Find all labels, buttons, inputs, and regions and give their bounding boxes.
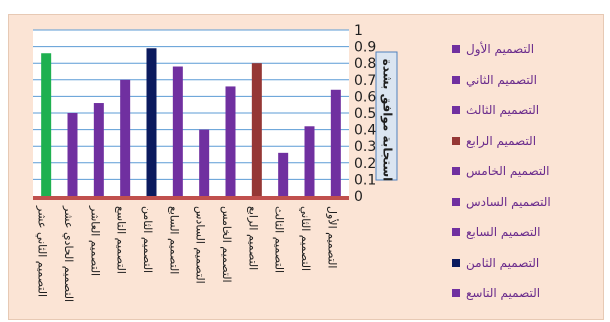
- x-tick-label: التصميم الثالث: [273, 206, 286, 273]
- x-tick-label: التصميم الثاني عشر: [36, 205, 49, 297]
- legend-label: التصميم الخامس: [466, 164, 550, 178]
- bar: [225, 86, 236, 196]
- bar: [41, 53, 52, 196]
- legend-swatch: [452, 75, 460, 84]
- y-tick-label: 0.2: [354, 156, 376, 172]
- x-tick-label: التصميم الحادي عشر: [62, 205, 75, 302]
- baseline: [33, 196, 349, 200]
- bar: [93, 103, 104, 196]
- y-tick-label: 1: [354, 23, 363, 39]
- x-tick-label: التصميم التاسع: [115, 206, 128, 274]
- y-tick-label: 0.9: [354, 40, 376, 56]
- legend-label: التصميم الأول: [466, 42, 535, 56]
- bar: [330, 89, 341, 196]
- y-axis-title: استجابة موافق بشدة: [380, 59, 395, 182]
- y-tick-label: 0.8: [354, 56, 376, 72]
- x-tick-label: التصميم السابع: [167, 206, 180, 274]
- y-tick-label: 0.6: [354, 89, 376, 105]
- y-axis-title-box: [375, 51, 398, 181]
- y-tick-label: 0.4: [354, 123, 376, 139]
- x-tick-label: التصميم الخامس: [220, 206, 233, 283]
- y-tick-label: 0.7: [354, 73, 376, 89]
- x-tick-label: التصميم الرابع: [246, 206, 259, 270]
- bar-chart: 00.10.20.30.40.50.60.70.80.91 التصميم الث…: [33, 23, 398, 302]
- bar: [199, 129, 210, 196]
- legend-swatch: [452, 136, 460, 145]
- legend-label: التصميم التاسع: [466, 286, 541, 300]
- x-tick-label: التصميم الأول: [325, 206, 339, 268]
- legend-swatch: [452, 45, 460, 53]
- bar: [67, 113, 78, 196]
- x-tick-label: التصميم الثامن: [141, 206, 154, 273]
- legend-label: التصميم الثالث: [466, 103, 540, 117]
- bar: [120, 79, 131, 196]
- legend-item: التصميم الثاني: [452, 70, 537, 90]
- legend-label: التصميم الثاني: [466, 72, 537, 87]
- bar: [172, 66, 183, 196]
- legend-label: التصميم الثامن: [466, 255, 540, 270]
- bar: [251, 63, 262, 197]
- legend-swatch: [452, 167, 460, 175]
- legend-item: التصميم السابع: [452, 222, 540, 242]
- y-tick-label: 0.3: [354, 139, 376, 155]
- legend-swatch: [452, 197, 460, 206]
- x-tick-label: التصميم الثاني: [299, 206, 312, 271]
- legend-label: التصميم الرابع: [466, 133, 537, 148]
- chart-frame: 0 0.1 0.2 0.3 0.4 0.5 0.6 0.7 0.8 0.9 1 التصميم الث…: [8, 14, 604, 320]
- x-tick-label: التصميم السادس: [194, 206, 207, 284]
- legend-item: التصميم الثالث: [452, 100, 539, 120]
- legend-label: التصميم السابع: [466, 225, 541, 239]
- bar: [304, 126, 315, 196]
- bar: [146, 48, 157, 197]
- legend-label: التصميم السادس: [466, 194, 551, 209]
- legend-swatch: [452, 228, 460, 236]
- y-tick-label: 0.5: [354, 106, 376, 122]
- legend-item: التصميم الأول: [452, 39, 534, 59]
- legend-swatch: [452, 106, 460, 114]
- legend-item: التصميم الرابع: [452, 131, 536, 151]
- bar: [278, 152, 289, 196]
- legend-item: التصميم التاسع: [452, 283, 540, 303]
- x-tick-label: التصميم العاشر: [88, 205, 101, 276]
- legend-swatch: [452, 258, 460, 267]
- y-tick-label: 0: [354, 189, 363, 205]
- legend-item: التصميم السادس: [452, 192, 551, 212]
- legend-swatch: [452, 289, 460, 297]
- y-tick-label: 0.1: [354, 172, 376, 188]
- legend-item: التصميم الخامس: [452, 161, 550, 181]
- legend-item: التصميم الثامن: [452, 253, 539, 273]
